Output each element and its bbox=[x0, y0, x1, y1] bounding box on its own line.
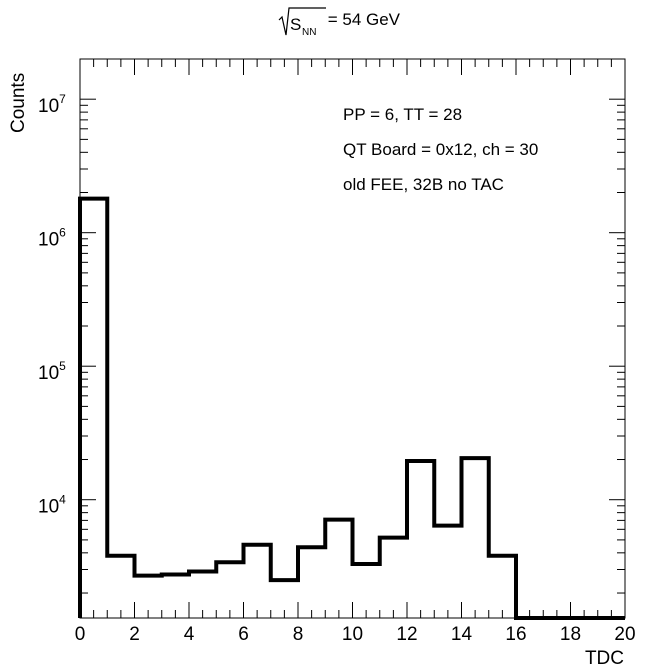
histogram-bin bbox=[353, 564, 380, 618]
y-axis-label: Counts bbox=[8, 73, 29, 133]
histogram-bin bbox=[216, 562, 243, 618]
title-s: S bbox=[290, 15, 301, 34]
x-tick-label: 6 bbox=[238, 624, 249, 645]
histogram-bin bbox=[325, 520, 352, 618]
y-tick-exponent: 6 bbox=[59, 226, 66, 240]
y-tick-base: 10 bbox=[38, 230, 59, 251]
annotation-box: PP = 6, TT = 28 QT Board = 0x12, ch = 30… bbox=[343, 105, 538, 194]
y-tick-label: 105 bbox=[38, 359, 66, 384]
x-tick-label: 20 bbox=[614, 624, 635, 645]
title-energy: = 54 GeV bbox=[323, 10, 401, 29]
title-subscript: NN bbox=[302, 27, 316, 38]
x-tick-label: 12 bbox=[396, 624, 417, 645]
x-tick-label: 0 bbox=[75, 624, 86, 645]
x-tick-label: 2 bbox=[129, 624, 140, 645]
x-tick-label: 14 bbox=[451, 624, 473, 645]
y-tick-label: 107 bbox=[38, 92, 66, 117]
histogram-bin bbox=[462, 458, 489, 618]
x-tick-label: 10 bbox=[342, 624, 363, 645]
histogram-bin bbox=[244, 545, 271, 618]
y-tick-label: 104 bbox=[38, 493, 66, 518]
annotation-line-1: PP = 6, TT = 28 bbox=[343, 105, 462, 124]
y-tick-label: 106 bbox=[38, 226, 66, 251]
histogram-outline bbox=[78, 196, 625, 620]
chart-title: S NN = 54 GeV bbox=[278, 7, 401, 38]
x-axis-label: TDC bbox=[585, 648, 624, 669]
y-tick-base: 10 bbox=[38, 497, 59, 518]
y-tick-exponent: 7 bbox=[59, 92, 66, 106]
y-axis-ticks bbox=[80, 58, 625, 594]
x-tick-label: 4 bbox=[184, 624, 195, 645]
y-tick-exponent: 4 bbox=[59, 493, 66, 507]
histogram-bin bbox=[298, 547, 325, 618]
histogram-bin bbox=[380, 538, 407, 618]
x-axis-ticks bbox=[79, 59, 626, 618]
x-tick-label: 18 bbox=[560, 624, 581, 645]
y-tick-base: 10 bbox=[38, 96, 59, 117]
sqrt-symbol bbox=[278, 7, 326, 36]
histogram-bin bbox=[407, 461, 434, 618]
histogram-bin bbox=[107, 556, 134, 618]
x-axis-tick-labels: 0 2 4 6 8 10 12 14 16 18 20 bbox=[75, 624, 636, 645]
annotation-line-3: old FEE, 32B no TAC bbox=[343, 175, 504, 194]
x-tick-label: 8 bbox=[293, 624, 304, 645]
x-tick-label: 16 bbox=[505, 624, 526, 645]
histogram-bin bbox=[489, 556, 516, 618]
y-tick-exponent: 5 bbox=[59, 359, 66, 373]
annotation-line-2: QT Board = 0x12, ch = 30 bbox=[343, 140, 538, 159]
histogram-bin bbox=[434, 526, 461, 618]
y-tick-base: 10 bbox=[38, 363, 59, 384]
histogram-bin bbox=[80, 199, 107, 618]
